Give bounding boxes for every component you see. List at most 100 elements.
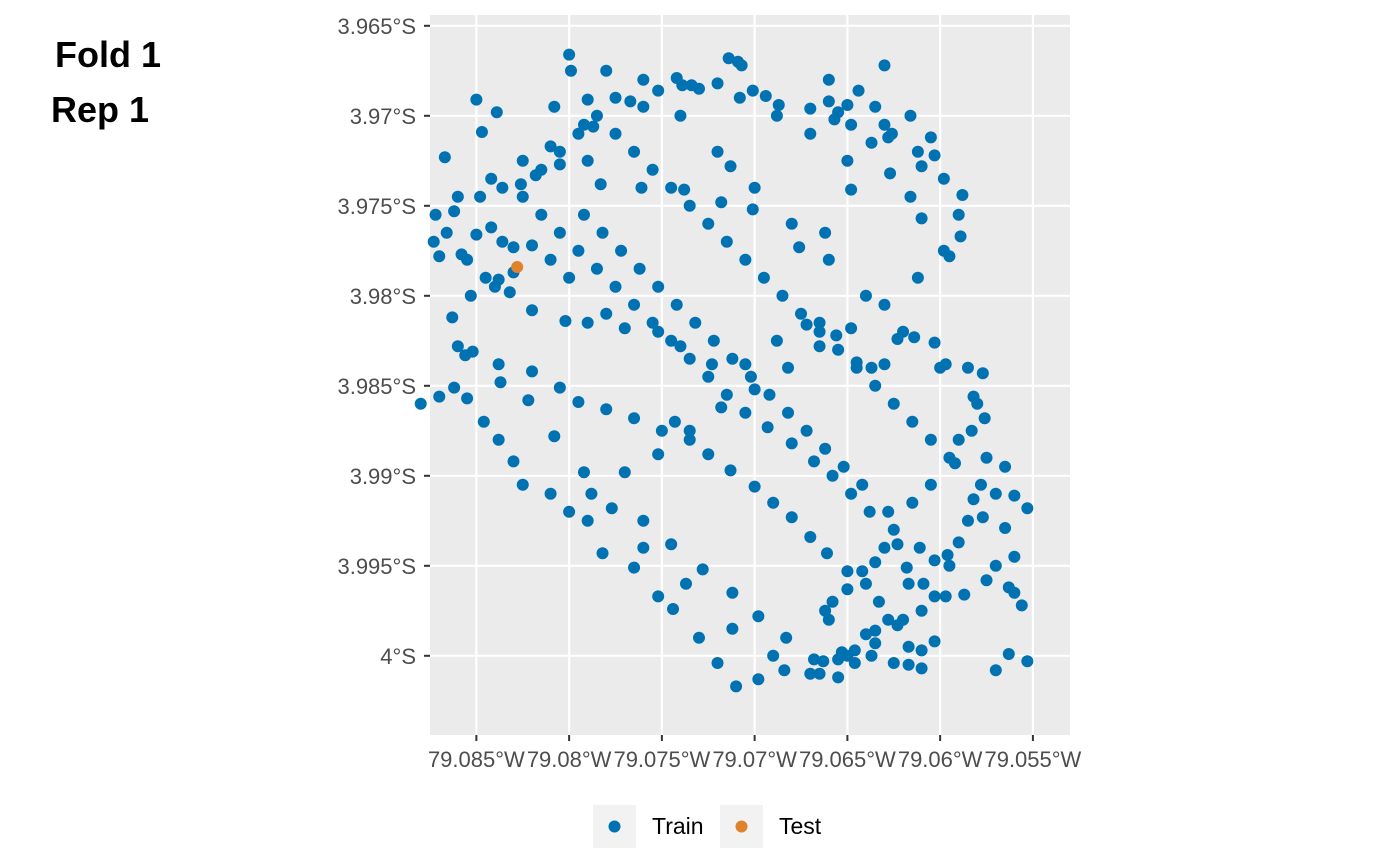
train-point [974,478,987,491]
train-point [1008,550,1021,563]
train-point [427,235,440,248]
train-point [943,559,956,572]
train-point [924,131,937,144]
x-tick-label: 79.07°W [712,747,797,772]
train-point [850,361,863,374]
train-point [819,604,832,617]
train-point [826,469,839,482]
train-point [628,145,641,158]
train-point [507,241,520,254]
train-point [819,226,832,239]
train-point [872,595,885,608]
train-point [605,502,618,515]
train-point [600,307,613,320]
train-point [665,181,678,194]
train-point [516,190,529,203]
train-point [772,99,785,111]
train-point [915,212,928,225]
train-point [897,325,910,338]
train-point [967,493,980,506]
train-point [785,511,798,524]
train-point [763,388,776,401]
train-point [906,415,919,428]
train-point [553,381,566,394]
train-point [928,336,941,349]
train-point [726,622,739,635]
legend-key-dot [735,820,748,833]
train-point [670,298,683,311]
train-point [637,514,650,527]
train-point [1021,655,1034,668]
train-point [646,163,659,176]
train-point [900,561,913,574]
train-point [689,316,702,329]
train-point [711,77,724,90]
train-point [652,448,665,461]
train-point [715,196,728,209]
train-point [856,565,869,578]
train-point [553,226,566,239]
train-point [572,396,585,408]
train-point [852,84,865,97]
train-point [841,649,854,662]
train-point [804,531,817,543]
train-point [461,392,474,405]
train-point [475,126,488,138]
train-point [782,406,795,419]
train-point [837,460,850,473]
train-point [724,464,737,477]
train-point [776,289,789,302]
train-point [924,433,937,446]
train-point [683,352,696,365]
train-point [448,381,461,394]
train-point [887,657,900,669]
train-point [739,253,752,266]
train-point [965,424,978,437]
train-point [841,565,854,578]
train-point [915,662,928,675]
facet-title-rep: Rep 1 [51,89,150,130]
train-point [943,451,956,464]
train-point [804,127,817,140]
train-point [869,624,882,637]
train-point [813,316,826,329]
train-point [678,183,691,196]
y-tick-label: 3.975°S [337,194,416,219]
train-point [492,433,505,446]
data-points [414,48,1034,693]
train-point [976,511,989,524]
train-point [665,538,678,551]
y-tick-label: 3.99°S [350,464,416,489]
train-point [652,325,665,338]
train-point [958,588,971,601]
x-tick-label: 79.075°W [613,747,710,772]
train-point [878,541,891,554]
train-point [730,680,743,693]
train-point [414,397,427,410]
train-point [637,100,650,113]
train-point [845,118,858,131]
train-point [479,271,492,284]
train-point [961,361,974,374]
train-point [887,523,900,536]
train-point [770,334,783,347]
train-point [924,478,937,491]
train-point [665,334,678,347]
train-point [845,487,858,500]
train-point [548,430,561,443]
train-point [440,226,453,239]
train-point [869,637,882,650]
train-point [937,172,950,185]
train-point [856,478,869,491]
train-point [913,541,926,554]
train-point [652,590,665,603]
train-point [863,505,876,518]
train-point [702,370,715,383]
train-point [544,487,557,500]
train-point [516,154,529,167]
train-point [553,158,566,171]
x-tick-label: 79.055°W [984,747,1081,772]
train-point [804,667,817,680]
train-point [928,149,941,162]
